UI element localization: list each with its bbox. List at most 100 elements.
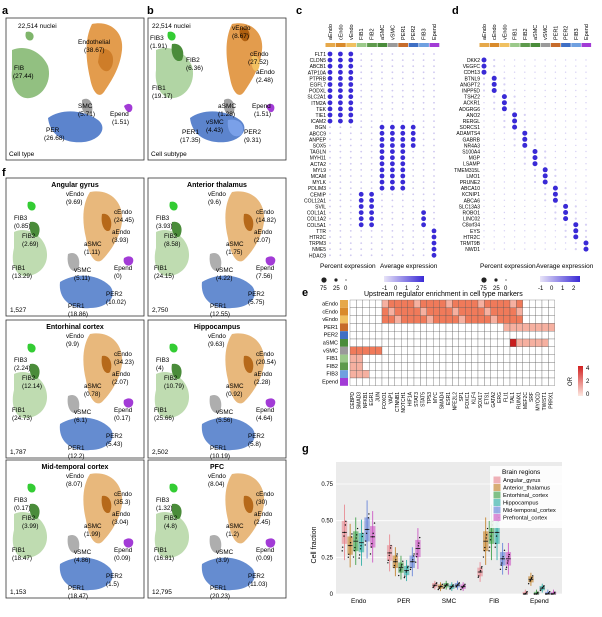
panel-f-cell-value: (10.79) bbox=[164, 383, 184, 390]
panel-d-dot bbox=[524, 71, 526, 73]
panel-e-column-label: FOXO1 bbox=[382, 392, 388, 409]
panel-e-cell bbox=[356, 377, 363, 386]
panel-c-dot bbox=[348, 82, 354, 87]
panel-g-point bbox=[364, 544, 366, 546]
panel-c-dot bbox=[338, 76, 343, 81]
panel-f-cell-value: (0.92) bbox=[226, 391, 242, 398]
panel-c-dot bbox=[349, 156, 352, 159]
panel-c-dot bbox=[339, 169, 342, 171]
panel-c-dot bbox=[400, 137, 406, 142]
panel-d-gene-label: ABCA6 bbox=[464, 198, 481, 204]
panel-d-dot bbox=[573, 228, 579, 234]
panel-c-dot bbox=[370, 71, 373, 74]
panel-e-cell bbox=[401, 299, 408, 308]
panel-f-cell-label: PER1 bbox=[68, 445, 85, 452]
panel-e-cell bbox=[484, 377, 491, 386]
panel-d-dot bbox=[483, 224, 485, 226]
panel-d-dot bbox=[544, 114, 546, 116]
panel-c-dot bbox=[412, 187, 415, 190]
panel-g-point bbox=[355, 534, 358, 536]
panel-e-cell bbox=[535, 354, 543, 363]
panel-f-cell-value: (30) bbox=[256, 499, 267, 506]
panel-e-row-color bbox=[340, 315, 348, 324]
panel-g-point bbox=[554, 591, 556, 593]
panel-d-dot bbox=[503, 113, 506, 116]
panel-g-point bbox=[505, 568, 507, 571]
panel-c-dot bbox=[360, 175, 363, 177]
panel-d-legend-size-title: Percent expression bbox=[480, 263, 536, 270]
panel-b-label: FIB3 bbox=[150, 35, 164, 42]
panel-e-cell bbox=[497, 331, 504, 340]
panel-c-dot bbox=[422, 187, 425, 190]
panel-c-column-label: cEndo bbox=[338, 24, 344, 40]
panel-c-dot bbox=[412, 205, 415, 208]
panel-e-cell bbox=[388, 370, 395, 379]
panel-letter-a: a bbox=[2, 5, 9, 17]
panel-c-dot bbox=[381, 101, 383, 104]
panel-d-size-tick: 75 bbox=[480, 286, 487, 292]
panel-c-dot bbox=[422, 150, 425, 153]
panel-e-cell bbox=[413, 338, 421, 347]
panel-c-dot bbox=[391, 53, 394, 55]
panel-f-cell-value: (4.86) bbox=[74, 557, 90, 564]
panel-d-dot bbox=[482, 83, 486, 86]
panel-c-dot bbox=[349, 126, 352, 129]
panel-e-cell bbox=[535, 370, 543, 379]
panel-letter-d: d bbox=[452, 5, 459, 17]
panel-e-cell bbox=[381, 299, 389, 308]
panel-e-cell bbox=[497, 346, 504, 355]
panel-c-dot bbox=[349, 199, 352, 202]
panel-c-dot bbox=[327, 88, 333, 93]
panel-d-dot bbox=[544, 162, 547, 165]
panel-e-cell bbox=[458, 377, 466, 386]
panel-g-point bbox=[416, 553, 418, 555]
panel-e-cell bbox=[349, 299, 357, 308]
panel-c-gene-label: ATP10A bbox=[308, 70, 327, 76]
panel-e-cells bbox=[349, 299, 555, 386]
panel-d-dot bbox=[503, 242, 506, 244]
panel-d-dot bbox=[534, 230, 536, 232]
panel-e-cell bbox=[388, 338, 395, 347]
panel-d-dot bbox=[483, 163, 485, 165]
panel-d-dot bbox=[554, 71, 557, 73]
panel-c-dot bbox=[327, 112, 333, 118]
panel-d-dot bbox=[585, 138, 587, 140]
panel-c-column-label: PER2 bbox=[411, 26, 417, 40]
panel-d-dot bbox=[563, 210, 569, 215]
panel-c-gene-label: MYH11 bbox=[310, 156, 327, 162]
panel-c-column-label: FIB1 bbox=[359, 28, 365, 40]
panel-e-cell bbox=[433, 307, 440, 316]
panel-c-dot bbox=[422, 230, 425, 232]
panel-c-dot bbox=[433, 108, 435, 110]
panel-f-cell-label: FIB1 bbox=[12, 407, 26, 414]
panel-c-dot bbox=[400, 185, 406, 191]
panel-c-dot bbox=[390, 161, 395, 167]
panel-d-dot bbox=[585, 95, 587, 98]
panel-e-cell bbox=[439, 354, 447, 363]
panel-e-cell bbox=[420, 307, 427, 316]
panel-g-point bbox=[360, 545, 362, 547]
panel-e-cell bbox=[477, 377, 485, 386]
panel-f-cell-value: (11.03) bbox=[248, 581, 267, 588]
panel-d-dot bbox=[554, 132, 557, 134]
panel-e-cell bbox=[477, 346, 485, 355]
panel-f-cell-value: (18.47) bbox=[68, 593, 88, 600]
panel-c-column-color bbox=[429, 43, 440, 47]
panel-d-column-color bbox=[550, 43, 561, 47]
panel-c-dot bbox=[433, 144, 435, 147]
panel-c-column-color bbox=[335, 43, 346, 47]
panel-f-cell-label: Epend bbox=[256, 265, 275, 272]
panel-e-cell bbox=[548, 370, 555, 379]
panel-d-dot bbox=[564, 114, 567, 116]
panel-c-dot bbox=[360, 132, 363, 135]
panel-e-cell bbox=[529, 315, 536, 324]
panel-e-row-label: PER2 bbox=[324, 333, 338, 339]
panel-d-dot bbox=[513, 187, 516, 189]
panel-f-cell-label: FIB1 bbox=[154, 265, 168, 272]
panel-e-cell bbox=[484, 307, 491, 316]
panel-c-dot bbox=[391, 217, 394, 220]
panel-c-dot bbox=[412, 169, 415, 171]
panel-f-cell-value: (9.69) bbox=[66, 199, 82, 206]
panel-d-dot bbox=[585, 193, 587, 195]
panel-e-cell bbox=[407, 362, 415, 371]
